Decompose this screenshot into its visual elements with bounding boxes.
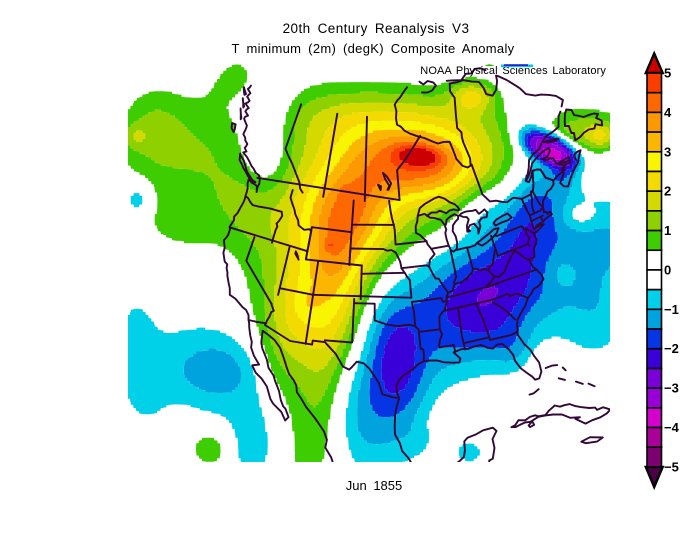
- svg-text:4: 4: [664, 105, 672, 120]
- svg-text:−1: −1: [664, 302, 679, 317]
- svg-text:1: 1: [664, 223, 671, 238]
- svg-text:T minimum (2m) (degK) Composit: T minimum (2m) (degK) Composite Anomaly: [232, 41, 515, 56]
- svg-text:2: 2: [664, 184, 671, 199]
- svg-text:−4: −4: [664, 420, 680, 435]
- svg-text:−2: −2: [664, 341, 679, 356]
- svg-text:20th Century Reanalysis V3: 20th Century Reanalysis V3: [283, 21, 470, 36]
- svg-text:5: 5: [664, 66, 671, 81]
- svg-text:0: 0: [664, 262, 671, 277]
- svg-text:−5: −5: [664, 459, 679, 474]
- svg-text:−3: −3: [664, 381, 679, 396]
- svg-text:3: 3: [664, 144, 671, 159]
- svg-text:Jun 1855: Jun 1855: [346, 478, 403, 493]
- svg-text:NOAA Physical Sciences Laborat: NOAA Physical Sciences Laboratory: [420, 65, 606, 77]
